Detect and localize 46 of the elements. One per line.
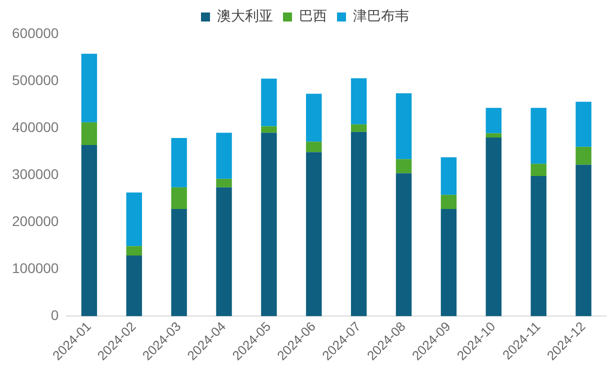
bar bbox=[396, 93, 412, 160]
bar bbox=[306, 142, 322, 152]
legend-label: 巴西 bbox=[299, 8, 327, 25]
bar bbox=[440, 194, 457, 209]
bar bbox=[530, 176, 546, 316]
bar bbox=[81, 122, 98, 146]
bar bbox=[396, 159, 412, 174]
y-tick-label: 200000 bbox=[12, 213, 59, 230]
bar bbox=[440, 208, 457, 316]
bar bbox=[576, 102, 592, 147]
y-tick-label: 300000 bbox=[12, 166, 59, 182]
bar bbox=[306, 94, 322, 142]
bar bbox=[350, 124, 367, 132]
bar bbox=[396, 173, 412, 316]
bar bbox=[216, 187, 232, 316]
bar bbox=[440, 157, 457, 195]
y-tick-label: 100000 bbox=[12, 260, 59, 276]
bar bbox=[126, 256, 142, 316]
bar bbox=[171, 208, 187, 316]
bar bbox=[171, 138, 187, 188]
y-tick-label: 0 bbox=[50, 307, 59, 324]
bar bbox=[350, 132, 367, 316]
bar bbox=[216, 132, 232, 179]
bar bbox=[216, 178, 232, 188]
bar bbox=[530, 164, 546, 176]
bar bbox=[576, 146, 592, 165]
bar bbox=[261, 132, 277, 316]
bar bbox=[261, 78, 277, 126]
y-tick-label: 400000 bbox=[12, 118, 59, 135]
bar bbox=[530, 108, 546, 164]
y-tick-label: 600000 bbox=[12, 24, 59, 41]
bar bbox=[350, 78, 367, 124]
bar bbox=[126, 192, 142, 246]
legend-label: 津巴布韦 bbox=[353, 8, 409, 25]
legend-label: 澳大利亚 bbox=[217, 8, 273, 25]
bar bbox=[81, 145, 98, 316]
bar bbox=[486, 108, 502, 134]
bar bbox=[126, 246, 142, 256]
bar bbox=[261, 126, 277, 133]
bar bbox=[171, 187, 187, 209]
bar bbox=[576, 164, 592, 316]
y-tick-label: 500000 bbox=[12, 72, 59, 88]
bar bbox=[306, 152, 322, 316]
bar bbox=[486, 137, 502, 316]
bar bbox=[486, 133, 502, 138]
bar bbox=[81, 54, 98, 122]
